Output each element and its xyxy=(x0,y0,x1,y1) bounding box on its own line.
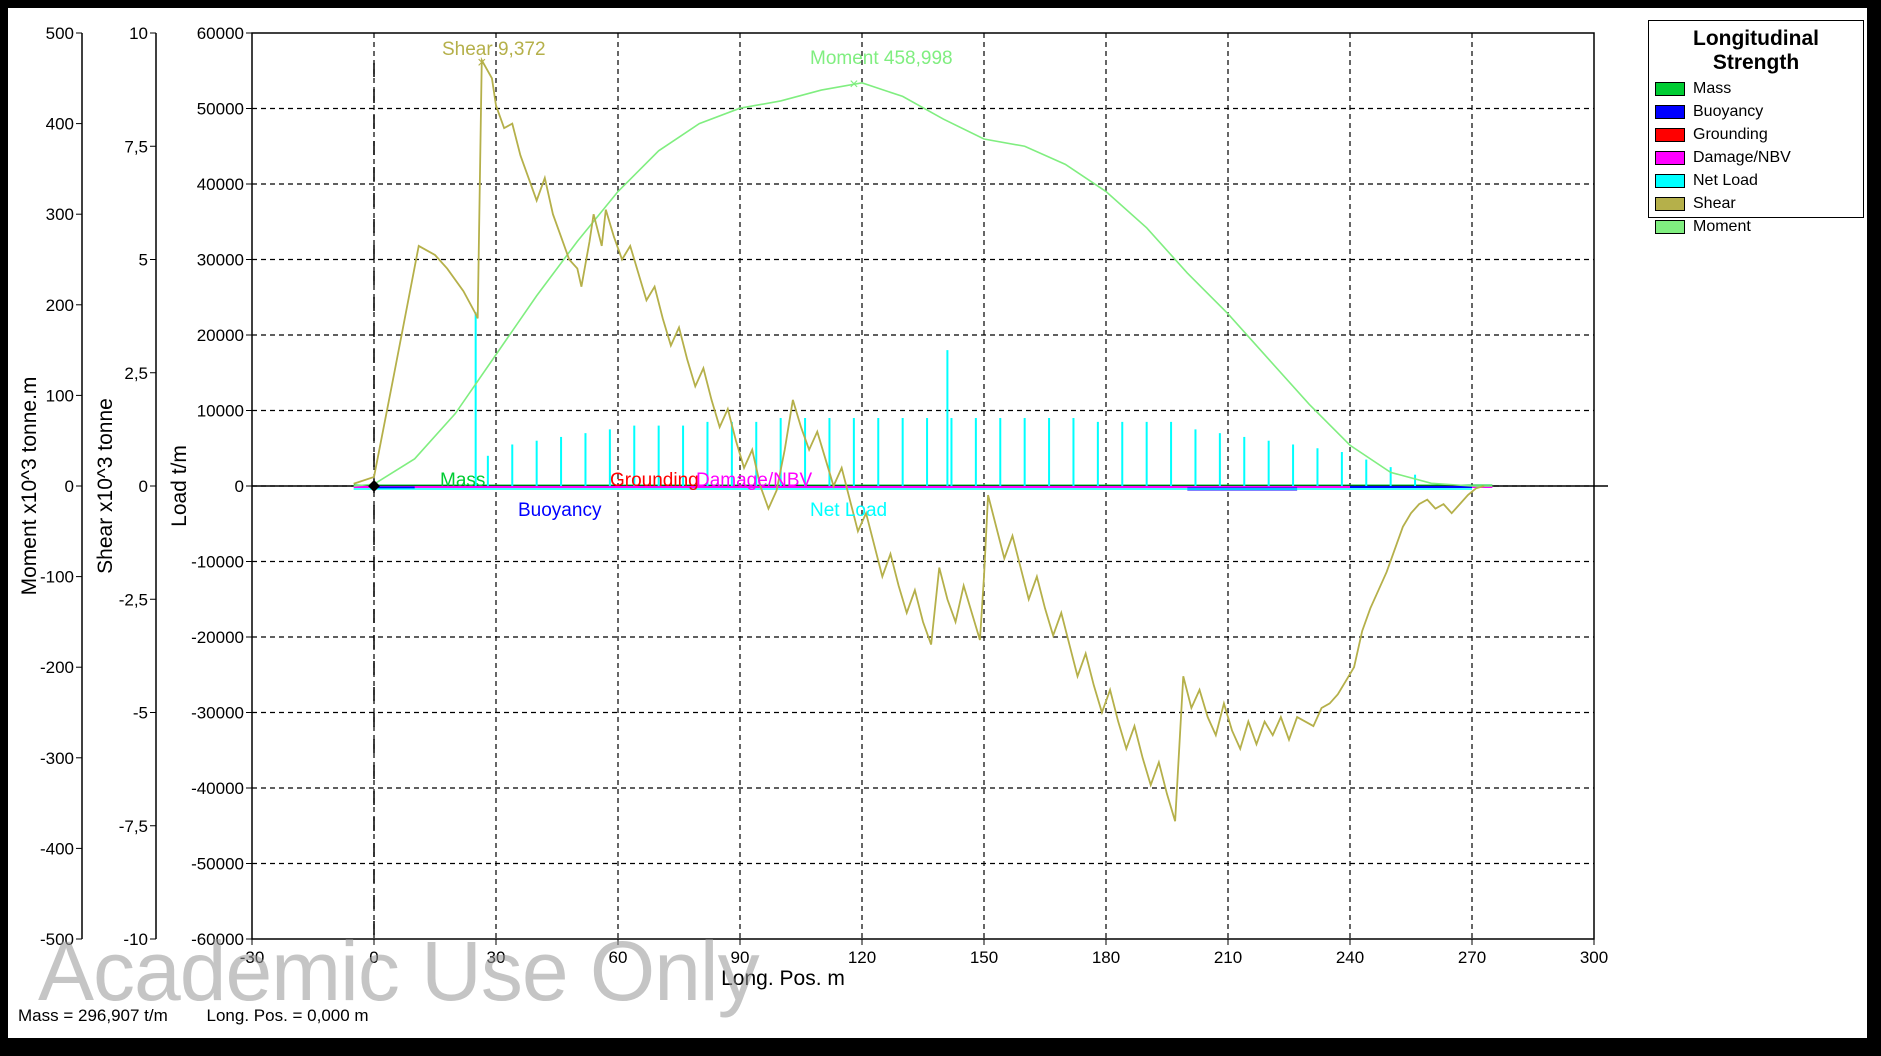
x-tick-label: 180 xyxy=(1092,948,1120,967)
moment-tick-label: -100 xyxy=(40,568,74,587)
mass-annotation: Mass xyxy=(440,470,485,491)
status-mass: Mass = 296,907 t/m xyxy=(18,1006,168,1025)
shear-max-annotation: Shear 9,372 xyxy=(442,39,546,60)
watermark: Academic Use Only xyxy=(38,924,760,1018)
load-tick-label: 50000 xyxy=(197,100,244,119)
legend-item: Moment xyxy=(1649,215,1863,238)
x-axis-label: Long. Pos. m xyxy=(721,967,845,990)
load-tick-label: -40000 xyxy=(191,779,244,798)
chart-window: -30 0 30 60 90 120 150 180 210 240 270 300 60000 5000… xyxy=(8,8,1867,1038)
legend-label: Net Load xyxy=(1693,171,1758,189)
legend-item: Shear xyxy=(1649,192,1863,215)
damage-annotation: Damage/NBV xyxy=(696,470,812,491)
load-tick-label: 0 xyxy=(235,477,244,496)
load-tick-label: 10000 xyxy=(197,402,244,421)
shear-tick-label: 10 xyxy=(129,24,148,43)
moment-line xyxy=(353,82,1493,487)
load-tick-label: -60000 xyxy=(191,930,244,949)
moment-axis-label: Moment x10^3 tonne.m xyxy=(18,377,41,596)
load-tick-label: 20000 xyxy=(197,326,244,345)
x-tick-label: 60 xyxy=(609,948,628,967)
legend-label: Shear xyxy=(1693,194,1736,212)
x-tick-label: 240 xyxy=(1336,948,1364,967)
legend-label: Mass xyxy=(1693,79,1732,97)
moment-tick-label: 300 xyxy=(46,205,74,224)
status-bar: Mass = 296,907 t/m Long. Pos. = 0,000 m xyxy=(18,1006,403,1026)
moment-tick-label: 100 xyxy=(46,386,74,405)
load-tick-label: -50000 xyxy=(191,855,244,874)
status-long-pos: Long. Pos. = 0,000 m xyxy=(206,1006,369,1025)
shear-line xyxy=(353,56,1485,822)
legend-swatch xyxy=(1655,219,1685,234)
legend-label: Buoyancy xyxy=(1693,102,1764,120)
legend-swatch xyxy=(1655,173,1685,188)
shear-tick-label: 5 xyxy=(139,251,148,270)
moment-tick-label: -400 xyxy=(40,839,74,858)
axes: -30 0 30 60 90 120 150 180 210 240 270 300600005000… xyxy=(18,24,1608,990)
buoyancy-annotation: Buoyancy xyxy=(518,500,602,521)
moment-max-marker: × xyxy=(849,76,858,93)
legend: Longitudinal Strength Mass Buoyancy Ground… xyxy=(1648,20,1864,235)
shear-tick-label: -5 xyxy=(133,704,148,723)
shear-tick-label: 7,5 xyxy=(124,137,148,156)
legend-swatch xyxy=(1655,81,1685,96)
load-tick-label: -20000 xyxy=(191,628,244,647)
shear-tick-label: -2,5 xyxy=(119,590,148,609)
moment-tick-label: -500 xyxy=(40,930,74,949)
legend-label: Damage/NBV xyxy=(1693,148,1791,166)
moment-max-annotation: Moment 458,998 xyxy=(810,48,953,69)
shear-axis-label: Shear x10^3 tonne xyxy=(94,398,117,574)
legend-swatch xyxy=(1655,150,1685,165)
shear-tick-label: -7,5 xyxy=(119,817,148,836)
legend-item: Net Load xyxy=(1649,169,1863,192)
net-load-annotation: Net Load xyxy=(810,500,887,521)
legend-label: Moment xyxy=(1693,217,1751,235)
load-tick-label: -10000 xyxy=(191,553,244,572)
moment-tick-label: -300 xyxy=(40,749,74,768)
x-tick-label: 150 xyxy=(970,948,998,967)
series: ×× xyxy=(353,54,1493,822)
legend-swatch xyxy=(1655,104,1685,119)
legend-item: Buoyancy xyxy=(1649,100,1863,123)
shear-tick-label: 0 xyxy=(139,477,148,496)
legend-item: Mass xyxy=(1649,77,1863,100)
legend-title: Longitudinal Strength xyxy=(1693,27,1819,74)
legend-swatch xyxy=(1655,196,1685,211)
longitudinal-strength-chart: -30 0 30 60 90 120 150 180 210 240 270 300600005000… xyxy=(18,24,1608,990)
grounding-annotation: Grounding xyxy=(610,470,699,491)
moment-tick-label: 0 xyxy=(65,477,74,496)
x-tick-label: 30 xyxy=(487,948,506,967)
x-tick-label: -30 xyxy=(240,948,265,967)
load-tick-label: 30000 xyxy=(197,251,244,270)
origin-marker xyxy=(368,480,380,492)
legend-item: Grounding xyxy=(1649,123,1863,146)
annotations: Shear 9,372 Moment 458,998 Mass Buoyancy Gro… xyxy=(440,39,953,521)
legend-items: Mass Buoyancy Grounding Damage/NBV Net Load S… xyxy=(1649,77,1863,238)
shear-tick-label: 2,5 xyxy=(124,364,148,383)
moment-tick-label: 500 xyxy=(46,24,74,43)
x-tick-label: 90 xyxy=(731,948,750,967)
plot-frame xyxy=(251,32,1595,940)
x-tick-label: 270 xyxy=(1458,948,1486,967)
shear-max-marker: × xyxy=(477,54,486,71)
legend-label: Grounding xyxy=(1693,125,1768,143)
load-tick-label: 40000 xyxy=(197,175,244,194)
load-axis-label: Load t/m xyxy=(168,445,191,527)
moment-tick-label: 200 xyxy=(46,296,74,315)
load-tick-label: 60000 xyxy=(197,24,244,43)
shear-tick-label: -10 xyxy=(123,930,148,949)
x-tick-label: 210 xyxy=(1214,948,1242,967)
moment-tick-label: -200 xyxy=(40,658,74,677)
x-tick-label: 120 xyxy=(848,948,876,967)
x-tick-label: 300 xyxy=(1580,948,1608,967)
legend-item: Damage/NBV xyxy=(1649,146,1863,169)
legend-swatch xyxy=(1655,127,1685,142)
load-tick-label: -30000 xyxy=(191,704,244,723)
moment-tick-label: 400 xyxy=(46,115,74,134)
x-tick-label: 0 xyxy=(369,948,378,967)
